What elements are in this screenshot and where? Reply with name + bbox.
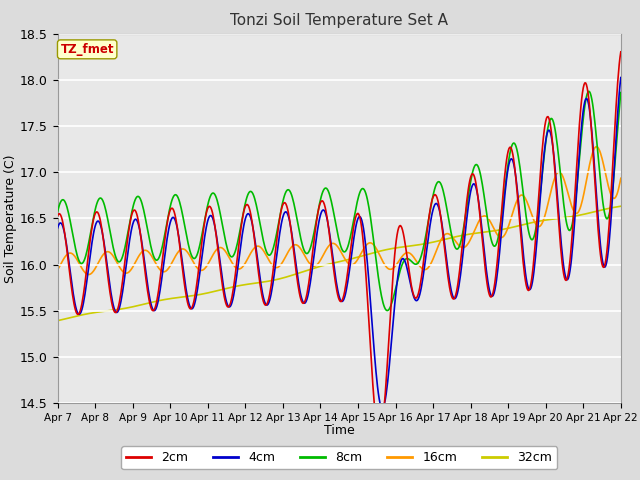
Text: TZ_fmet: TZ_fmet	[60, 43, 114, 56]
Title: Tonzi Soil Temperature Set A: Tonzi Soil Temperature Set A	[230, 13, 448, 28]
X-axis label: Time: Time	[324, 424, 355, 437]
Legend: 2cm, 4cm, 8cm, 16cm, 32cm: 2cm, 4cm, 8cm, 16cm, 32cm	[121, 446, 557, 469]
Y-axis label: Soil Temperature (C): Soil Temperature (C)	[4, 154, 17, 283]
